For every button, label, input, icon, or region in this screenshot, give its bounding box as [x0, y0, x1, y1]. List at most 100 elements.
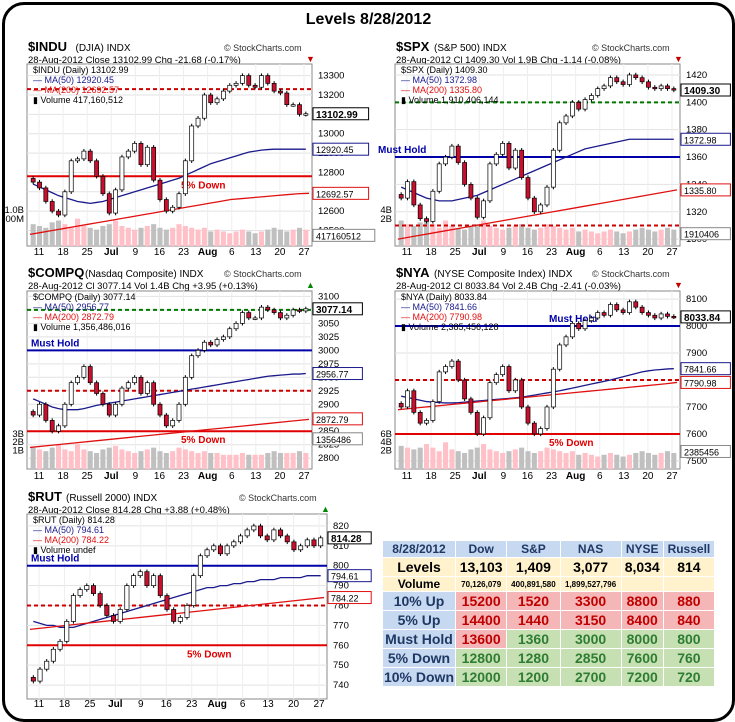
index-name: (S&P 500) INDX	[434, 43, 507, 54]
cell: 1360	[506, 629, 561, 649]
volume-bar	[214, 229, 220, 246]
volume-bar	[645, 452, 652, 469]
candle-body	[37, 668, 43, 682]
row-label: 5% Up	[382, 610, 456, 630]
candle-body	[227, 84, 233, 92]
chart-spx: $SPX (S&P 500) INDX © StockCharts.com 28-Au…	[378, 39, 731, 258]
volume-bar	[607, 229, 613, 246]
x-tick-label: 16	[154, 471, 166, 482]
volume-bar	[36, 225, 43, 246]
candle-body	[252, 84, 258, 88]
chart-compq: $COMPQ (Nasdaq Composite) INDX © StockChar…	[12, 265, 363, 482]
candle-body	[224, 545, 230, 555]
volume-bar	[195, 229, 201, 246]
volume-axis-label: 500M	[5, 214, 24, 225]
volume-bar	[195, 452, 201, 469]
x-tick-label: 13	[250, 471, 262, 482]
legend-entry: — MA(200) 784.22	[33, 535, 109, 545]
candle-body	[119, 156, 125, 191]
ticker-label: $RUT	[28, 489, 62, 504]
volume-axis-label: 1B	[12, 445, 24, 456]
candle-body	[519, 149, 525, 178]
chart-indu: $INDU (DJIA) INDX © StockCharts.com 28-Aug-…	[5, 39, 376, 258]
cell: 3000	[559, 629, 622, 649]
x-tick-label: 6	[597, 471, 603, 482]
x-tick-label: 9	[501, 247, 507, 258]
legend-entry: — MA(200) 2872.79	[33, 312, 114, 322]
level-label: 5% Down	[181, 435, 225, 446]
cell: 1280	[506, 648, 561, 668]
y-tick-label: 12600	[318, 206, 344, 217]
volume-bar	[62, 449, 68, 469]
x-tick-label: 13	[250, 247, 262, 258]
volume-bar	[176, 224, 182, 246]
volume-bar	[62, 224, 68, 246]
candle-body	[117, 609, 123, 622]
x-tick-label: 9	[501, 471, 507, 482]
y-tick-label: 7700	[686, 402, 707, 413]
value-tag-box	[312, 432, 363, 446]
candle-body	[30, 178, 36, 183]
y-tick-label: 3050	[318, 318, 339, 329]
candle-body	[531, 422, 537, 435]
ma50-line	[33, 575, 321, 629]
volume-axis-label: 1.0B	[5, 205, 24, 216]
volume-bar	[239, 452, 245, 469]
candle-body	[652, 314, 658, 319]
y-tick-label: 780	[333, 601, 349, 612]
candle-body	[278, 90, 283, 94]
volume-bar	[582, 452, 588, 469]
chart-legend: $COMPQ (Daily) 3077.14— MA(50) 2956.77— …	[33, 292, 136, 332]
y-tick-label: 8100	[686, 294, 707, 305]
volume-bar	[601, 454, 607, 469]
candle-body	[538, 204, 544, 213]
candle-body	[164, 595, 170, 610]
plot-area	[26, 63, 313, 247]
volume-bar	[658, 229, 664, 246]
volume-bar	[100, 225, 106, 246]
volume-bar	[468, 225, 474, 246]
x-tick-label: Aug	[566, 471, 585, 482]
cell: 800	[662, 629, 716, 649]
candle-body	[75, 376, 80, 384]
x-tick-label: 27	[666, 247, 678, 258]
volume-bar	[49, 222, 55, 246]
candle-body	[30, 411, 36, 416]
chart-rut: $RUT (Russell 2000) INDX © StockCharts.com…	[26, 489, 372, 710]
col-nyse: NYSE	[620, 540, 664, 558]
cell: 8800	[620, 591, 664, 611]
candle-body	[443, 156, 448, 165]
x-tick-label: Aug	[566, 247, 585, 258]
value-tag: 794.61	[331, 572, 359, 582]
index-name: (NYSE Composite Index) INDX	[434, 269, 573, 280]
candle-body	[64, 621, 70, 642]
candle-body	[237, 535, 243, 543]
x-tick-label: 27	[298, 247, 310, 258]
candle-body	[544, 186, 550, 206]
volume-bar	[620, 456, 626, 469]
cell: 3300	[559, 591, 622, 611]
volume-axis-label: 2B	[380, 445, 392, 456]
y-tick-label: 810	[333, 541, 349, 552]
y-tick-label: 7900	[686, 348, 707, 359]
value-tag: 3077.14	[316, 305, 353, 316]
volume-bar	[417, 222, 423, 246]
volume-bar	[576, 231, 582, 246]
candle-body	[652, 86, 658, 90]
value-tag-box	[312, 107, 370, 121]
volume-bar	[500, 229, 506, 246]
volume-bar	[151, 224, 157, 246]
y-tick-label: 13000	[318, 129, 344, 140]
candle-body	[519, 379, 525, 408]
candle-body	[430, 401, 436, 421]
candle-body	[290, 104, 296, 107]
candle-body	[100, 393, 106, 405]
arrow-down-icon: ▼	[674, 280, 683, 290]
volume-bar	[512, 225, 518, 246]
volume-bar	[94, 452, 100, 469]
watermark: © StockCharts.com	[592, 269, 670, 279]
volume-bar	[531, 452, 537, 469]
candle-body	[512, 379, 518, 392]
levels-table: 8/28/2012 Dow S&P NAS NYSE Russell Level…	[382, 540, 716, 687]
arrow-down-icon: ▼	[674, 54, 683, 64]
